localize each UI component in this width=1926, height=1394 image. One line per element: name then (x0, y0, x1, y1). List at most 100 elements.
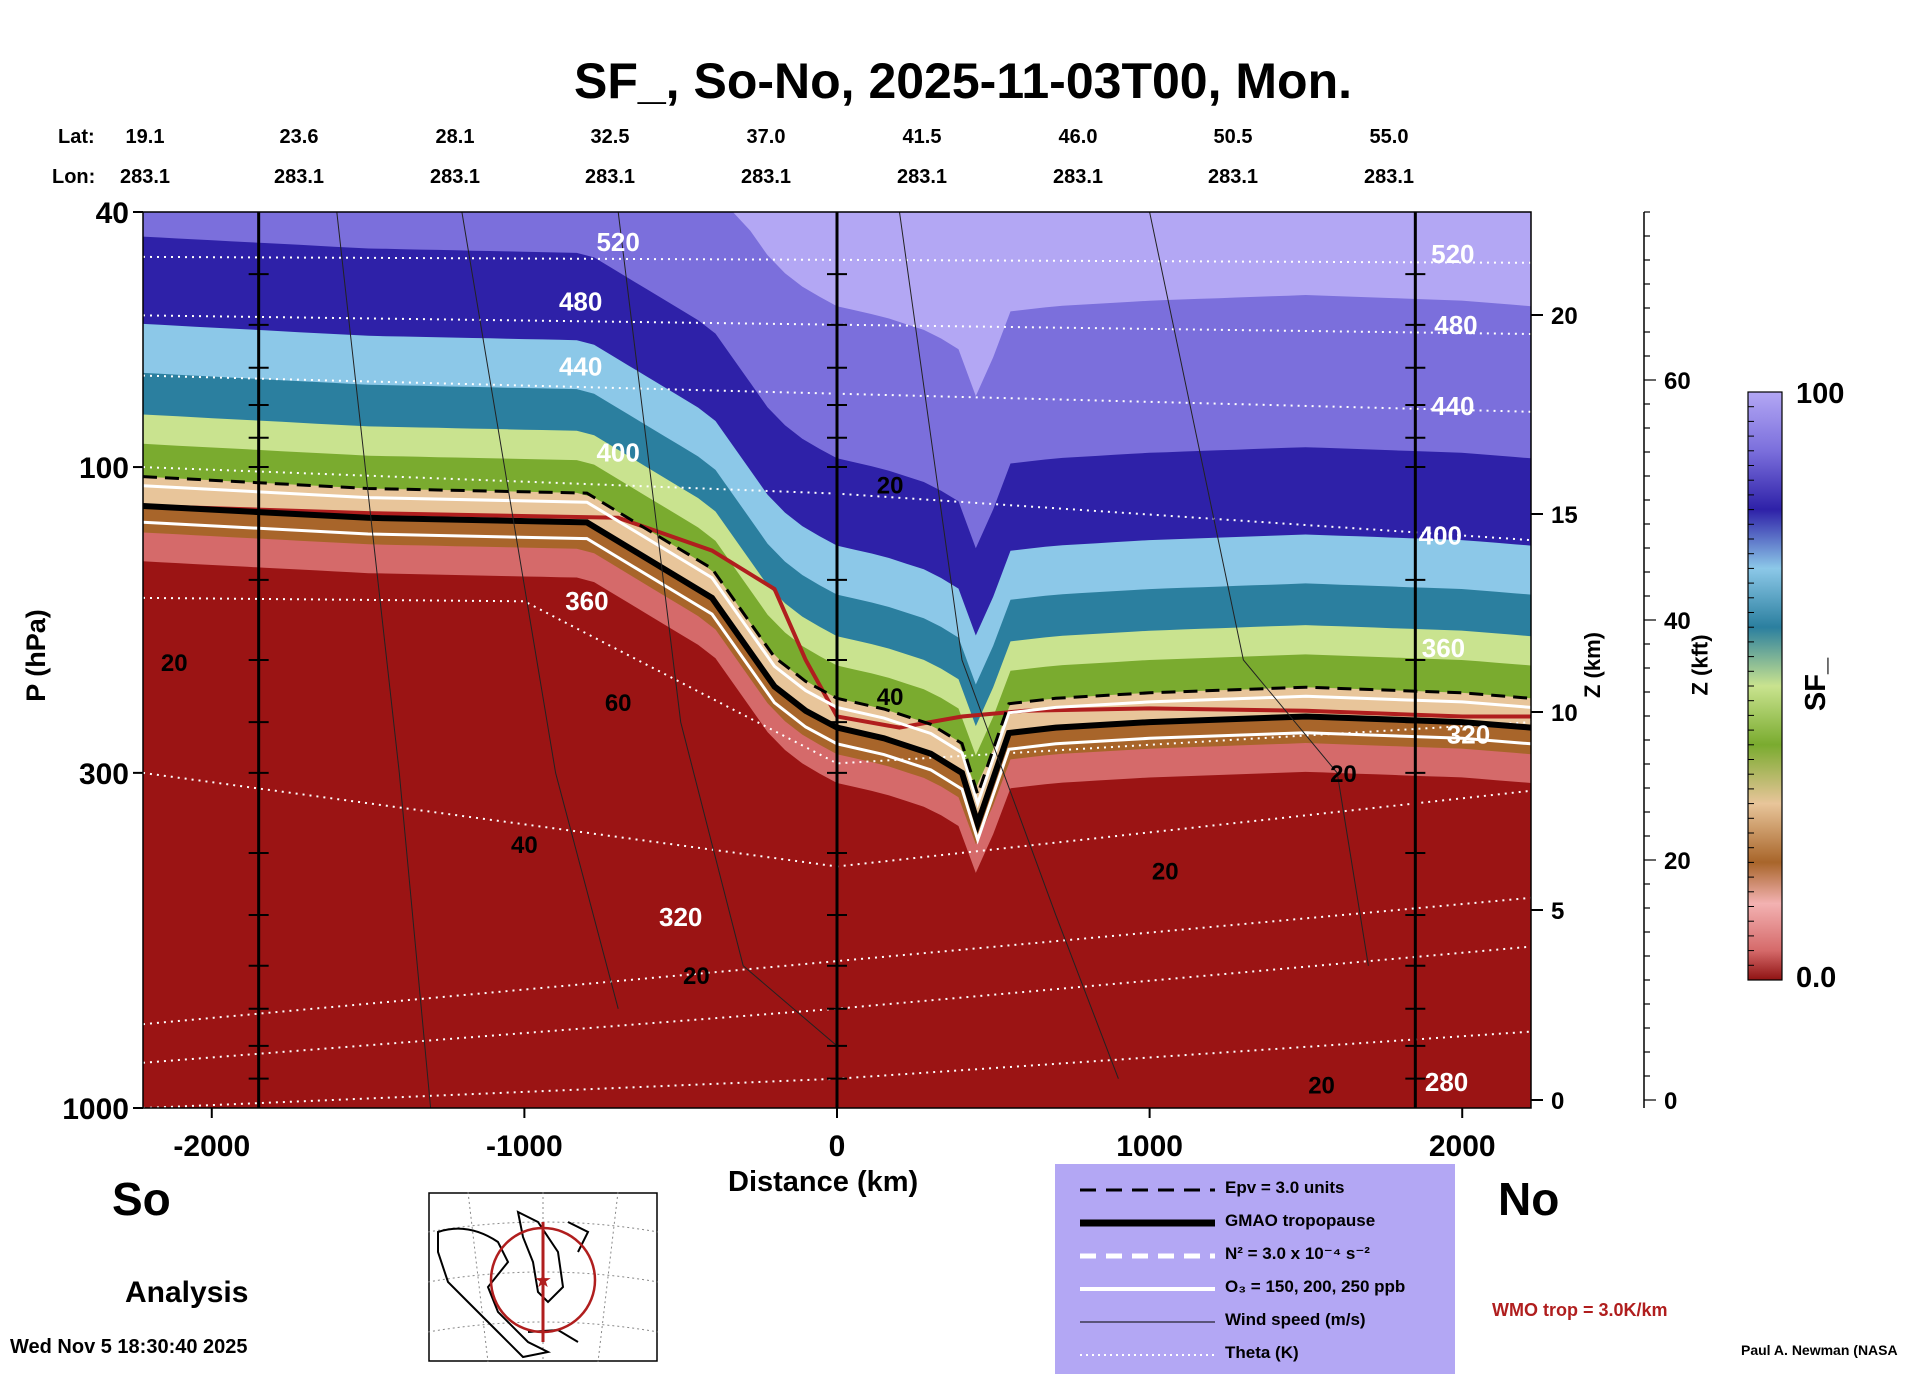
epv-line (143, 475, 1531, 800)
wmo-label: WMO trop = 3.0K/km (1492, 1300, 1668, 1320)
zkm-tick-label: 10 (1551, 700, 1578, 727)
wmo-tropopause-line (143, 504, 1531, 730)
timestamp: Wed Nov 5 18:30:40 2025 (10, 1336, 248, 1358)
lon-value: 283.1 (1363, 166, 1415, 188)
lat-value: 46.0 (1058, 126, 1098, 148)
x-tick-label: -1000 (486, 1130, 563, 1163)
z-kft-axis-title: Z (kft) (1687, 634, 1713, 696)
y-axis-title: P (hPa) (20, 609, 51, 702)
wind-contour-0 (336, 212, 432, 1108)
p-tick-label: 100 (79, 452, 129, 485)
wind-label: 40 (511, 832, 538, 859)
x-tick-label: 1000 (1116, 1130, 1183, 1163)
wind-label: 20 (1330, 761, 1357, 788)
colorbar-title: SF_ (1800, 657, 1833, 712)
theta-label: 400 (1419, 520, 1462, 550)
theta-line-300 (143, 945, 1531, 1064)
zkm-tick-label: 0 (1551, 1088, 1564, 1115)
legend-item-epv: Epv = 3.0 units (1080, 1178, 1345, 1197)
wind-label: 20 (1308, 1073, 1335, 1100)
svg-text:★: ★ (534, 1270, 552, 1292)
wind-label: 20 (683, 963, 710, 990)
theta-label: 440 (1431, 391, 1474, 421)
o3-line-200 (143, 520, 1531, 845)
north-label: No (1498, 1173, 1560, 1225)
theta-line-360 (143, 596, 1531, 765)
zkft-tick-label: 40 (1664, 608, 1691, 635)
credit: Paul A. Newman (NASA (1741, 1342, 1898, 1358)
wind-contour-2 (617, 212, 838, 1047)
gmao-tropopause-line (143, 503, 1531, 834)
lat-value: 37.0 (746, 126, 786, 148)
lon-value: 283.1 (1052, 166, 1104, 188)
axes: -2000 -1000 0 1000 2000 40 100 300 1000 0 5 10 15 20 0… (62, 197, 1783, 1163)
theta-label: 320 (659, 902, 702, 932)
x-tick-label: 0 (829, 1130, 846, 1163)
zkm-tick-label: 15 (1551, 502, 1578, 529)
lat-value: 41.5 (902, 126, 942, 148)
theta-label: 520 (1431, 239, 1474, 269)
theta-label: 360 (565, 586, 608, 616)
lat-value: 19.1 (125, 126, 165, 148)
lat-value: 50.5 (1213, 126, 1253, 148)
theta-label: 360 (1422, 633, 1465, 663)
theta-label: 400 (596, 437, 639, 467)
theta-label: 480 (559, 287, 602, 317)
colorbar-min-label: 0.0 (1796, 962, 1837, 994)
wind-contour-1 (461, 212, 619, 1009)
lat-value: 32.5 (590, 126, 630, 148)
reference-lines (248, 212, 1426, 1108)
wind-label: 20 (161, 650, 188, 677)
contour-labels: 520 480 440 400 360 320 520 480 440 400 360 320 280 2… (161, 227, 1490, 1100)
theta-label: 280 (1425, 1067, 1468, 1097)
colorbar-max-label: 100 (1796, 378, 1845, 410)
lon-value: 283.1 (896, 166, 948, 188)
theta-label: 320 (1447, 720, 1490, 750)
zkm-tick-label: 20 (1551, 303, 1578, 330)
zkft-tick-label: 0 (1664, 1088, 1677, 1115)
lat-value: 28.1 (435, 126, 475, 148)
lon-label: Lon: (52, 166, 96, 188)
p-tick-label: 1000 (62, 1093, 129, 1126)
p-tick-label: 300 (79, 758, 129, 791)
legend-item-wind: Wind speed (m/s) (1080, 1310, 1366, 1329)
lon-value: 283.1 (1207, 166, 1259, 188)
lon-value: 283.1 (273, 166, 325, 188)
p-tick-label: 40 (96, 197, 129, 230)
theta-line-320 (143, 896, 1531, 1026)
theta-label: 440 (559, 352, 602, 382)
zkft-tick-label: 20 (1664, 848, 1691, 875)
south-label: So (112, 1173, 171, 1225)
chart-title: SF_, So-No, 2025-11-03T00, Mon. (573, 53, 1353, 109)
wind-label: 20 (877, 473, 904, 500)
theta-label: 480 (1434, 310, 1477, 340)
wind-label: 20 (1152, 858, 1179, 885)
wind-contour-3 (899, 212, 1119, 1079)
lat-value: 55.0 (1369, 126, 1409, 148)
x-tick-label: 2000 (1429, 1130, 1496, 1163)
lat-value: 23.6 (279, 126, 319, 148)
lon-value: 283.1 (740, 166, 792, 188)
lon-value: 283.1 (584, 166, 636, 188)
wind-label: 40 (877, 684, 904, 711)
zkm-tick-label: 5 (1551, 898, 1564, 925)
lon-value: 283.1 (429, 166, 481, 188)
zkft-tick-label: 60 (1664, 368, 1691, 395)
legend-item-o3: O₃ = 150, 200, 250 ppb (1080, 1277, 1406, 1296)
x-tick-label: -2000 (173, 1130, 250, 1163)
analysis-label: Analysis (125, 1276, 249, 1309)
wind-label: 60 (605, 690, 632, 717)
lat-label: Lat: (58, 126, 95, 148)
lon-value: 283.1 (119, 166, 171, 188)
legend-item-n2: N² = 3.0 x 10⁻⁴ s⁻² (1080, 1244, 1370, 1263)
x-axis-title: Distance (km) (728, 1166, 919, 1198)
z-km-axis-title: Z (km) (1580, 632, 1605, 698)
o3-line-150 (143, 484, 1531, 809)
legend: Epv = 3.0 units GMAO tropopause N² = 3.0… (1055, 1164, 1455, 1374)
wind-contour-4 (1149, 212, 1369, 966)
inset-map: ★ (428, 1192, 658, 1362)
theta-label: 520 (596, 227, 639, 257)
legend-item-gmao: GMAO tropopause (1080, 1211, 1376, 1230)
legend-item-theta: Theta (K) (1080, 1343, 1299, 1362)
